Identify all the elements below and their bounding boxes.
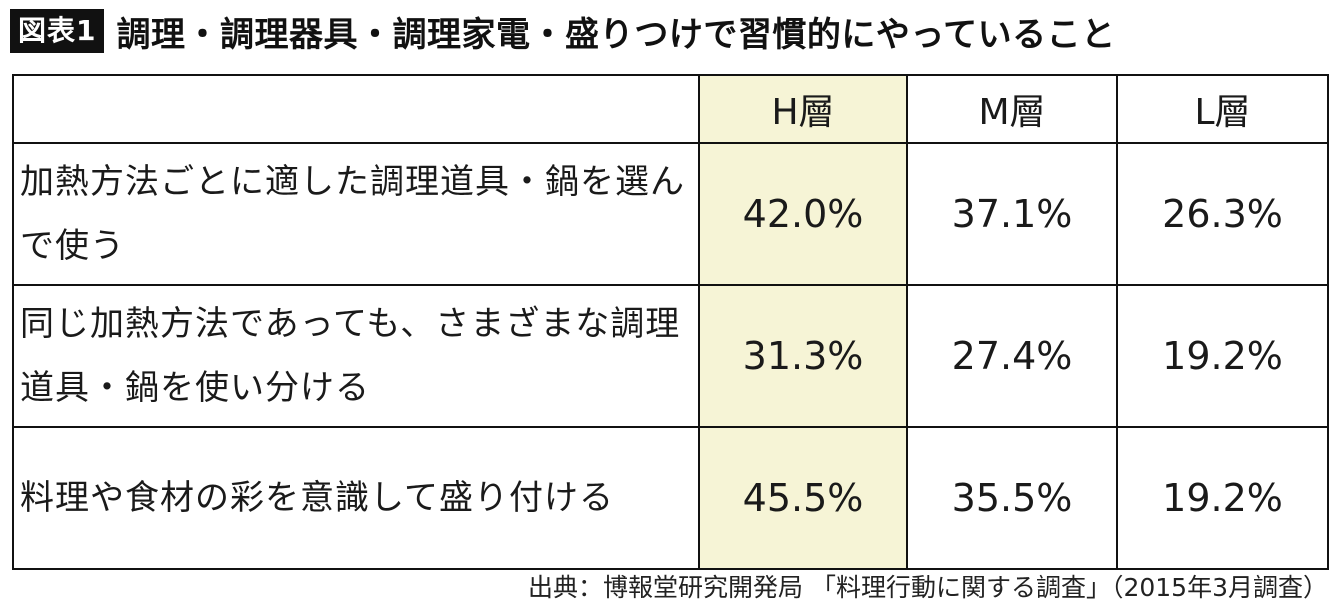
row-label: 料理や食材の彩を意識して盛り付ける [12,426,700,570]
table-row: 同じ加熱方法であっても、さまざまな調理道具・鍋を使い分ける 31.3% 27.4… [12,284,1329,428]
m-value-cell: 37.1% [906,142,1118,286]
h-value-cell: 42.0% [698,142,908,286]
h-value-cell: 45.5% [698,426,908,570]
m-value-cell: 35.5% [906,426,1118,570]
l-value-cell: 19.2% [1116,426,1329,570]
m-value-cell: 27.4% [906,284,1118,428]
l-value-cell: 26.3% [1116,142,1329,286]
row-label: 加熱方法ごとに適した調理道具・鍋を選んで使う [12,142,700,286]
figure-header: 図表1 調理・調理器具・調理家電・盛りつけで習慣的にやっていること [10,6,1116,56]
column-header-empty [12,74,700,144]
figure-number-badge: 図表1 [10,9,105,53]
data-table: H層 M層 L層 加熱方法ごとに適した調理道具・鍋を選んで使う 42.0% 37… [12,74,1329,570]
table-header-row: H層 M層 L層 [12,74,1329,144]
figure-title: 調理・調理器具・調理家電・盛りつけで習慣的にやっていること [116,14,1116,55]
table-row: 加熱方法ごとに適した調理道具・鍋を選んで使う 42.0% 37.1% 26.3% [12,142,1329,286]
table-row: 料理や食材の彩を意識して盛り付ける 45.5% 35.5% 19.2% [12,426,1329,570]
h-value-cell: 31.3% [698,284,908,428]
column-header-h: H層 [698,74,908,144]
row-label: 同じ加熱方法であっても、さまざまな調理道具・鍋を使い分ける [12,284,700,428]
l-value-cell: 19.2% [1116,284,1329,428]
column-header-m: M層 [906,74,1118,144]
column-header-l: L層 [1116,74,1329,144]
source-citation: 出典：博報堂研究開発局 「料理行動に関する調査」（2015年3月調査） [528,573,1328,602]
